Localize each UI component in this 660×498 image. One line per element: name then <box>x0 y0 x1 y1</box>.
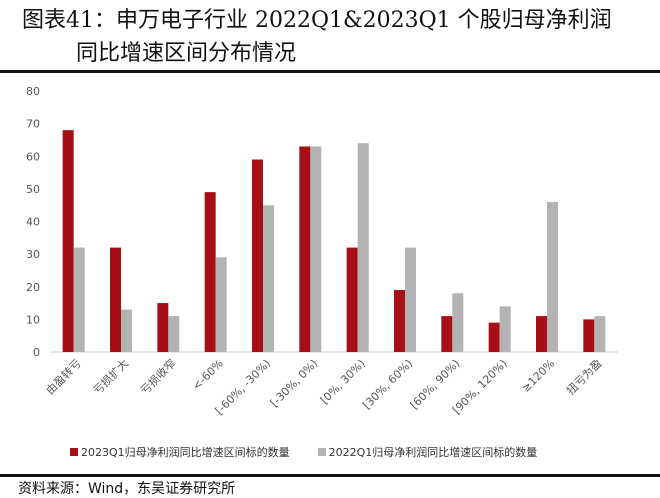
bar-2022 <box>499 306 511 352</box>
bar-2022 <box>121 309 132 352</box>
y-tick-label: 10 <box>26 313 40 326</box>
legend: 2023Q1归母净利润同比增速区间标的数量 2022Q1归母净利润同比增速区间标… <box>70 444 565 460</box>
bar-2022 <box>73 247 85 352</box>
x-tick-label: 由盈转亏 <box>43 356 84 397</box>
y-tick-label: 20 <box>26 281 40 294</box>
x-tick-label: [-30%, 0%) <box>268 357 321 410</box>
bar-2023 <box>346 247 358 352</box>
y-tick-label: 70 <box>26 118 40 131</box>
bar-2023 <box>157 303 169 352</box>
bar-2023 <box>204 192 216 352</box>
legend-label-2023: 2023Q1归母净利润同比增速区间标的数量 <box>81 446 290 459</box>
bar-2022 <box>357 143 369 352</box>
bar-2022 <box>594 316 606 352</box>
y-tick-label: 40 <box>26 216 40 229</box>
bar-2023 <box>536 316 547 352</box>
bar-2022 <box>405 247 416 352</box>
x-tick-label: 亏损收窄 <box>137 356 178 397</box>
legend-swatch-2023 <box>70 448 78 456</box>
x-tick-label: 扭亏为盈 <box>563 356 604 397</box>
x-tick-label: ≥120% <box>519 357 557 395</box>
bar-2022 <box>215 257 227 352</box>
bar-2022 <box>263 205 274 352</box>
bottom-rule <box>0 474 660 477</box>
bar-2022 <box>547 201 558 352</box>
y-tick-label: 60 <box>26 150 40 163</box>
x-tick-label: 亏损扩大 <box>90 356 131 397</box>
x-tick-label: [0%, 30%) <box>318 357 368 407</box>
bar-2022 <box>452 293 464 352</box>
legend-item-2023: 2023Q1归母净利润同比增速区间标的数量 <box>70 444 290 460</box>
y-tick-label: 30 <box>26 248 40 261</box>
bar-2022 <box>168 316 180 352</box>
x-tick-label: [30%, 60%) <box>360 357 415 412</box>
source-note: 资料来源：Wind，东吴证券研究所 <box>18 481 236 497</box>
legend-label-2022: 2022Q1归母净利润同比增速区间标的数量 <box>328 446 538 459</box>
chart-title: 图表41：申万电子行业 2022Q1&2023Q1 个股归母净利润 同比增速区间… <box>22 4 652 70</box>
bar-2023 <box>252 159 263 352</box>
x-tick-label: <-60% <box>190 357 226 393</box>
y-tick-label: 0 <box>33 346 40 359</box>
bar-2022 <box>310 146 322 352</box>
title-line-2: 同比增速区间分布情况 <box>76 41 297 66</box>
legend-item-2022: 2022Q1归母净利润同比增速区间标的数量 <box>317 444 538 460</box>
bar-2023 <box>62 130 74 352</box>
bar-2023 <box>488 322 500 352</box>
y-tick-label: 80 <box>26 85 40 98</box>
top-rule <box>0 70 660 73</box>
bar-2023 <box>394 290 405 352</box>
title-line-1: 图表41：申万电子行业 2022Q1&2023Q1 个股归母净利润 <box>22 8 612 33</box>
bar-2023 <box>110 247 121 352</box>
bar-2023 <box>299 146 311 352</box>
legend-swatch-2022 <box>317 448 326 456</box>
y-tick-label: 50 <box>26 183 40 196</box>
bar-2023 <box>441 316 453 352</box>
bar-2023 <box>583 319 595 352</box>
